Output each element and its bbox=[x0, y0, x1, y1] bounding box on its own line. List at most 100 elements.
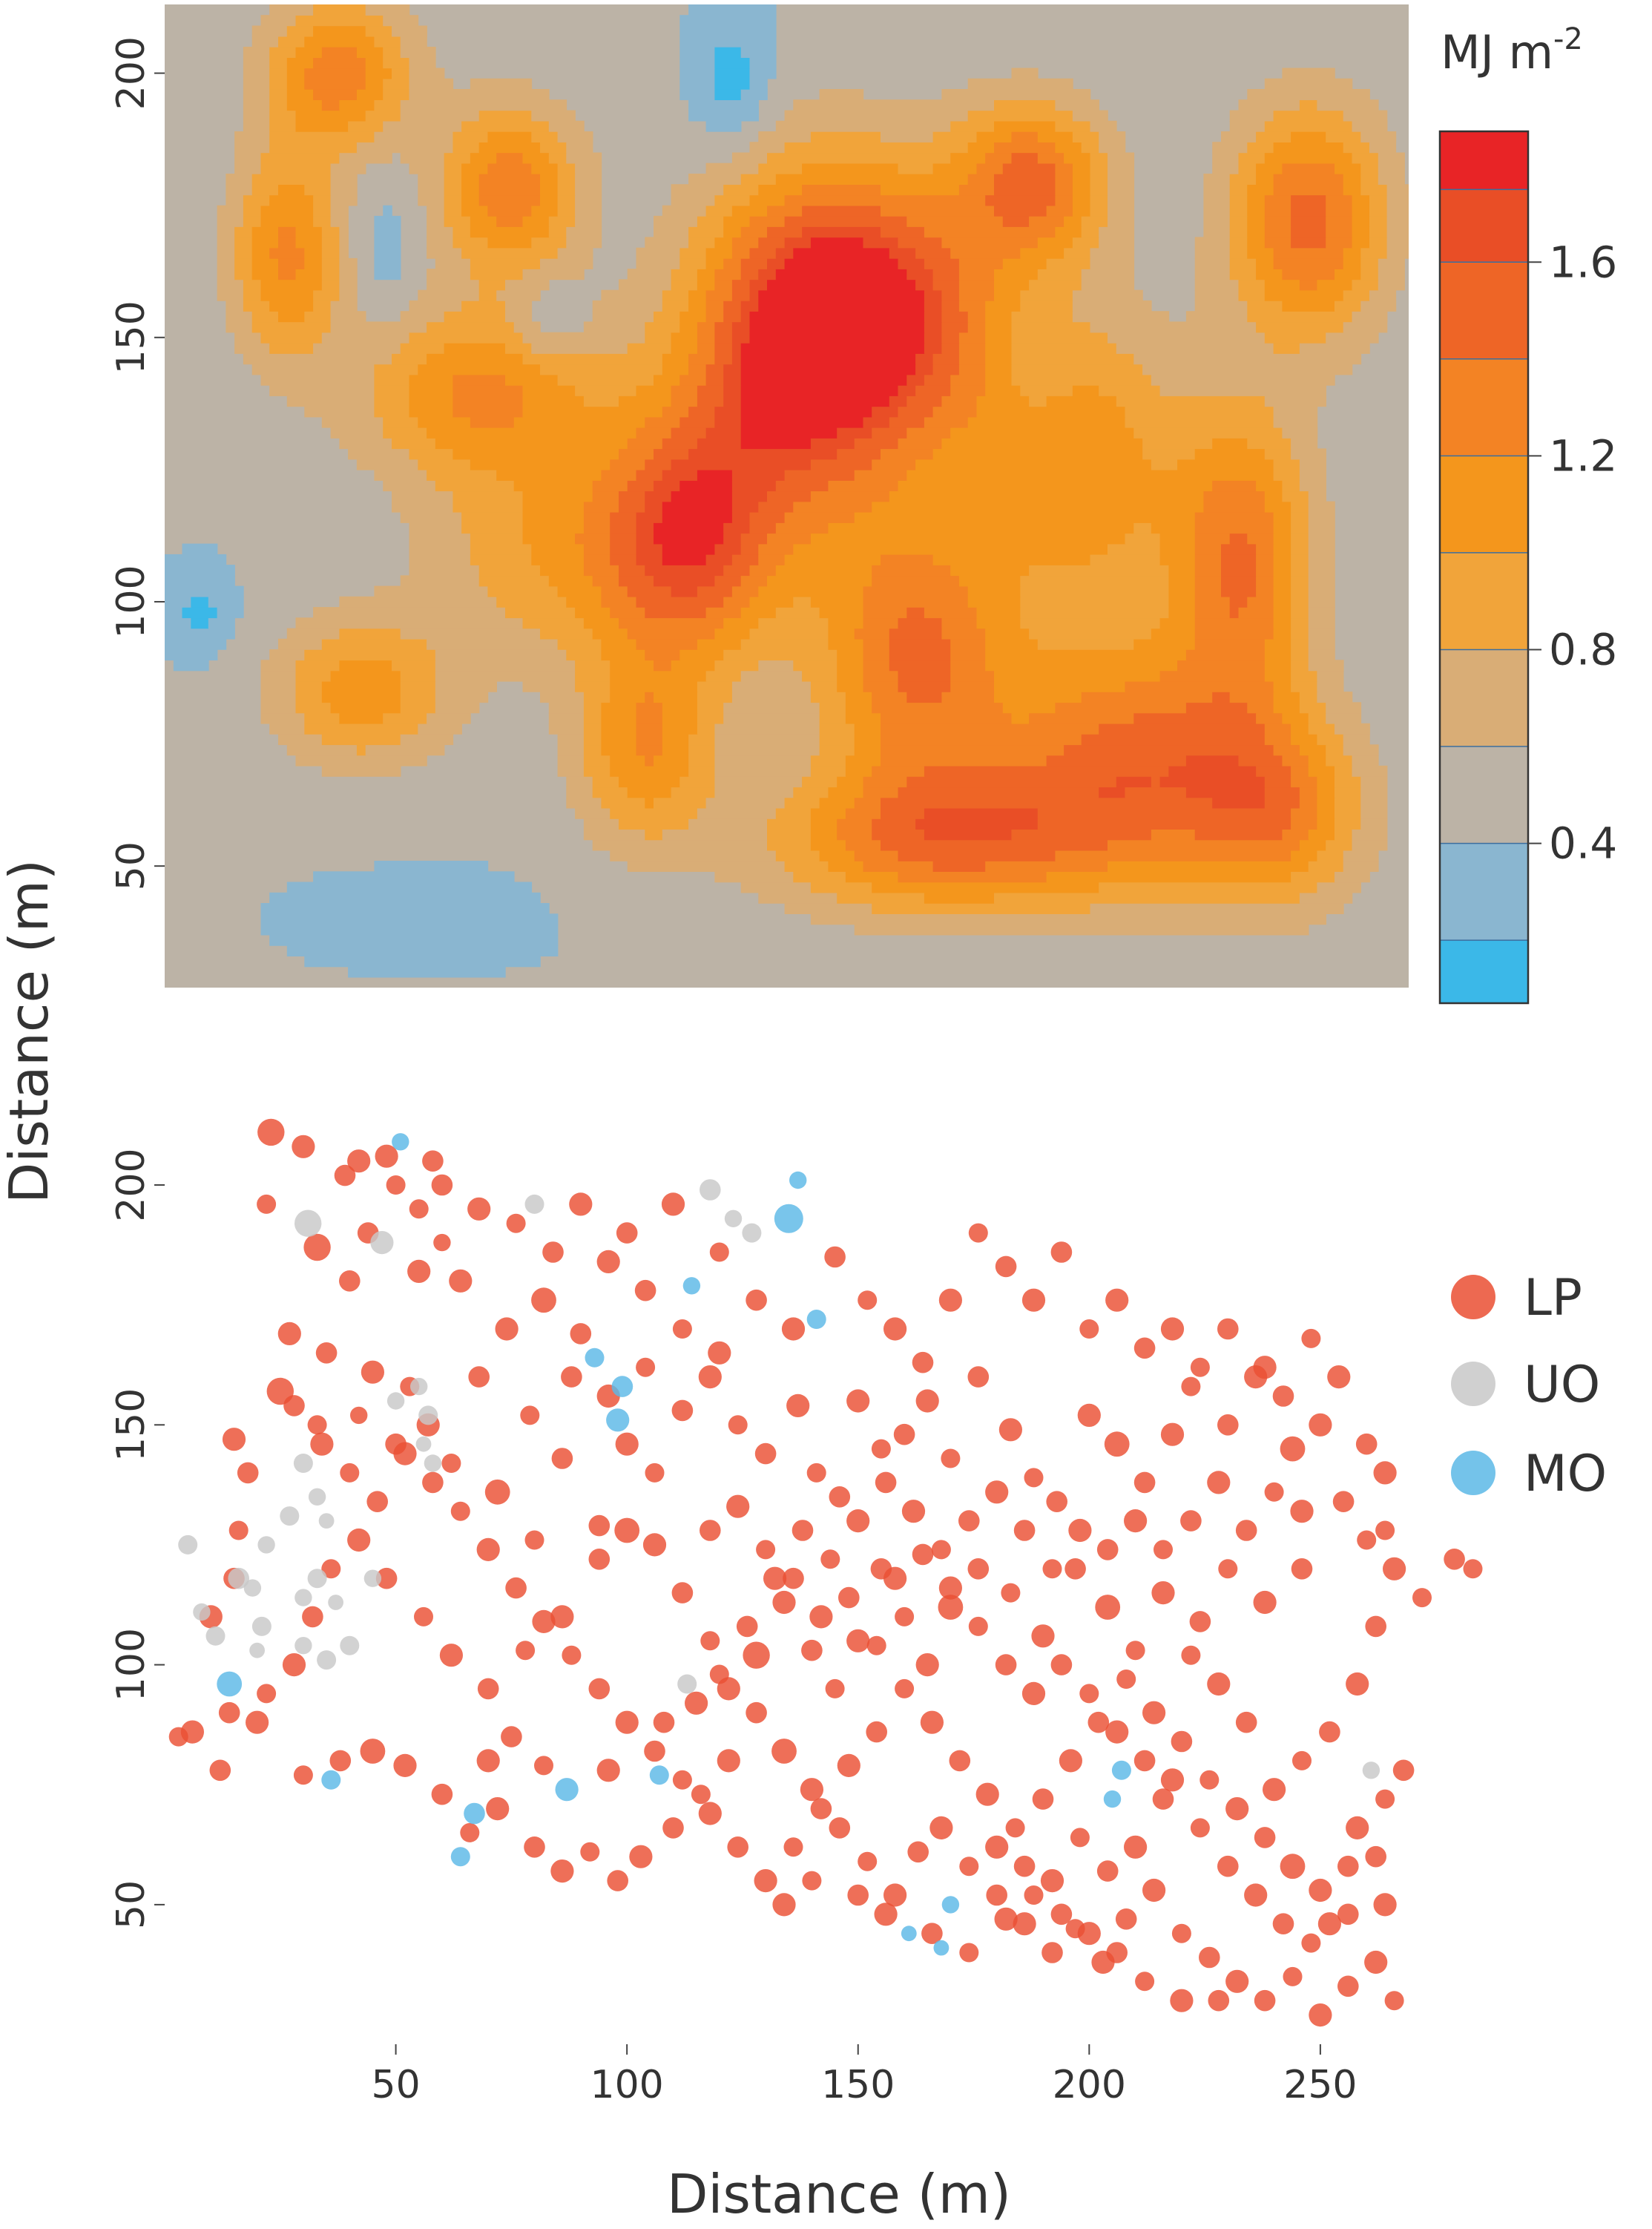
contour-band bbox=[802, 670, 837, 682]
contour-band bbox=[679, 25, 777, 37]
contour-band bbox=[1194, 279, 1240, 291]
contour-band bbox=[409, 163, 445, 174]
contour-band bbox=[932, 269, 960, 280]
contour-band bbox=[182, 543, 218, 555]
contour-band bbox=[767, 226, 803, 238]
contour-band bbox=[915, 247, 951, 259]
contour-band bbox=[392, 353, 427, 365]
contour-band bbox=[427, 215, 445, 227]
contour-band bbox=[1133, 522, 1152, 534]
contour-band bbox=[260, 152, 340, 164]
contour-band bbox=[1212, 480, 1257, 492]
point-LP bbox=[1005, 1818, 1025, 1838]
contour-band bbox=[837, 776, 864, 788]
contour-band bbox=[662, 543, 716, 555]
contour-band bbox=[1273, 744, 1300, 756]
contour-band bbox=[313, 89, 358, 100]
point-UO bbox=[1362, 1762, 1380, 1779]
contour-band bbox=[478, 575, 550, 587]
contour-band bbox=[688, 744, 716, 756]
point-UO bbox=[294, 1589, 312, 1606]
point-LP bbox=[1199, 1946, 1220, 1969]
point-LP bbox=[1317, 1912, 1341, 1936]
contour-band bbox=[758, 300, 925, 312]
point-LP bbox=[409, 1199, 429, 1219]
contour-band bbox=[321, 734, 401, 746]
contour-band bbox=[872, 818, 916, 830]
colorbar-band bbox=[1440, 552, 1528, 650]
contour-band bbox=[566, 649, 602, 661]
contour-band bbox=[427, 638, 559, 650]
contour-band bbox=[731, 680, 812, 692]
contour-band bbox=[260, 712, 306, 724]
contour-band bbox=[453, 237, 489, 249]
contour-band bbox=[784, 511, 855, 523]
contour-band bbox=[592, 628, 628, 640]
point-LP bbox=[792, 1520, 814, 1541]
contour-band bbox=[714, 755, 812, 766]
contour-band bbox=[1299, 459, 1326, 470]
contour-band bbox=[1360, 818, 1388, 830]
contour-band bbox=[1308, 712, 1326, 724]
point-LP bbox=[985, 1835, 1009, 1859]
contour-band bbox=[1291, 871, 1335, 883]
contour-band bbox=[522, 406, 663, 418]
contour-band bbox=[881, 131, 934, 142]
contour-band bbox=[828, 861, 864, 872]
contour-band bbox=[1072, 237, 1099, 249]
point-LP bbox=[1280, 1854, 1306, 1880]
contour-band bbox=[671, 395, 698, 407]
contour-band bbox=[994, 205, 1047, 217]
point-LP bbox=[941, 1448, 961, 1468]
contour-band bbox=[705, 374, 724, 386]
contour-band bbox=[1264, 776, 1291, 788]
contour-band bbox=[295, 660, 340, 672]
contour-band bbox=[165, 585, 244, 597]
contour-band bbox=[1090, 120, 1117, 132]
contour-band bbox=[645, 797, 654, 809]
contour-band bbox=[749, 522, 777, 534]
contour-band bbox=[427, 269, 471, 280]
contour-band bbox=[496, 596, 567, 608]
contour-band bbox=[1264, 723, 1291, 735]
contour-band bbox=[260, 670, 297, 682]
contour-band bbox=[1099, 723, 1266, 735]
point-LP bbox=[550, 1859, 574, 1883]
contour-band bbox=[740, 353, 916, 365]
contour-band bbox=[1291, 554, 1309, 565]
contour-band bbox=[548, 215, 576, 227]
contour-band bbox=[522, 533, 576, 545]
contour-band bbox=[295, 120, 349, 132]
point-LP bbox=[1346, 1816, 1369, 1839]
contour-band bbox=[1238, 99, 1300, 111]
contour-band bbox=[260, 163, 332, 174]
point-LP bbox=[1357, 1530, 1377, 1550]
scatter-points bbox=[168, 1118, 1483, 2027]
contour-band bbox=[705, 607, 742, 619]
contour-band bbox=[243, 353, 392, 365]
contour-band bbox=[295, 226, 323, 238]
point-UO bbox=[228, 1567, 250, 1589]
contour-band bbox=[749, 215, 786, 227]
contour-band bbox=[758, 184, 803, 196]
contour-band bbox=[234, 152, 262, 164]
contour-band bbox=[330, 427, 384, 439]
contour-band bbox=[1273, 607, 1291, 619]
contour-band bbox=[226, 194, 244, 206]
contour-band bbox=[566, 776, 593, 788]
contour-band bbox=[810, 237, 864, 249]
contour-band bbox=[1352, 765, 1388, 777]
contour-band bbox=[313, 194, 332, 206]
contour-band bbox=[1194, 448, 1266, 460]
point-LP bbox=[1181, 1645, 1201, 1665]
contour-band bbox=[1317, 818, 1335, 830]
point-LP bbox=[1125, 1641, 1145, 1661]
contour-band bbox=[610, 543, 637, 555]
point-LP bbox=[1290, 1500, 1314, 1523]
contour-band bbox=[601, 702, 637, 714]
contour-band bbox=[645, 755, 654, 766]
contour-band bbox=[409, 522, 462, 534]
contour-band bbox=[1273, 522, 1291, 534]
contour-band bbox=[740, 607, 777, 619]
contour-band bbox=[365, 4, 410, 16]
